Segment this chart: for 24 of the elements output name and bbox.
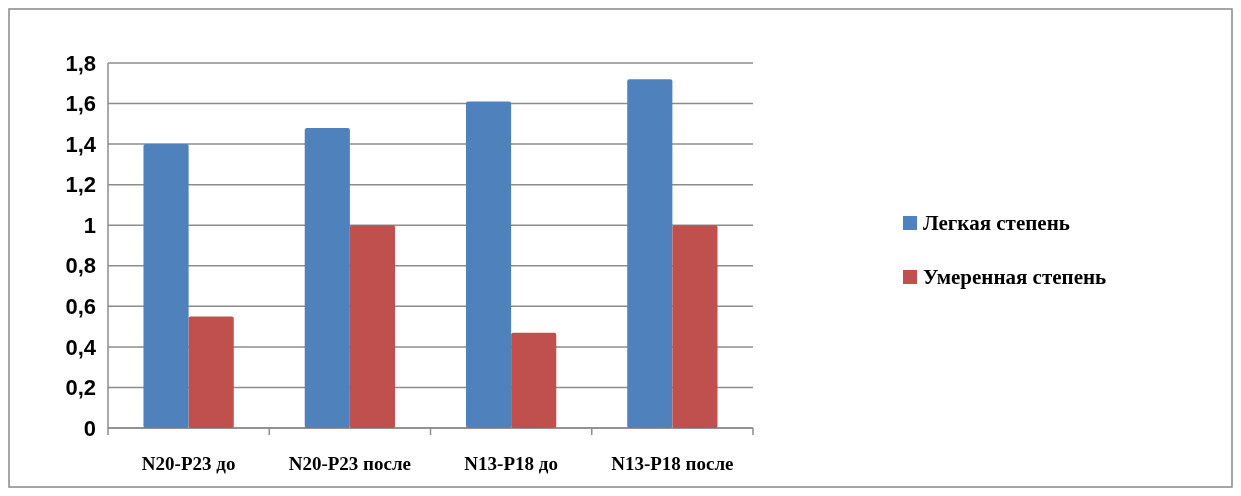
legend-label: Умеренная степень (923, 265, 1107, 290)
y-tick-label: 0,2 (65, 375, 96, 401)
x-tick-label: N20-P23 до (141, 453, 236, 474)
bar (143, 144, 189, 428)
y-tick-label: 0,6 (65, 294, 96, 320)
bar (304, 127, 350, 428)
bar (465, 101, 512, 428)
bar (511, 332, 557, 428)
y-tick-label: 1 (83, 212, 96, 238)
x-tick-label: N13-P18 после (611, 453, 734, 474)
y-tick-label: 1,4 (65, 131, 97, 157)
y-tick-label: 1,2 (65, 172, 96, 198)
y-tick-label: 0,4 (65, 334, 97, 360)
y-tick-label: 1,6 (65, 91, 96, 117)
y-tick-label: 0,8 (65, 253, 96, 279)
bar (188, 316, 234, 428)
bar (672, 225, 718, 428)
bar (627, 79, 673, 428)
y-tick-label: 0 (83, 415, 96, 441)
x-tick-label: N20-P23 после (288, 453, 412, 474)
legend-label: Легкая степень (923, 211, 1070, 236)
x-tick-label: N13-P18 до (464, 453, 558, 474)
y-tick-label: 1,8 (65, 50, 96, 76)
bar (349, 225, 396, 428)
